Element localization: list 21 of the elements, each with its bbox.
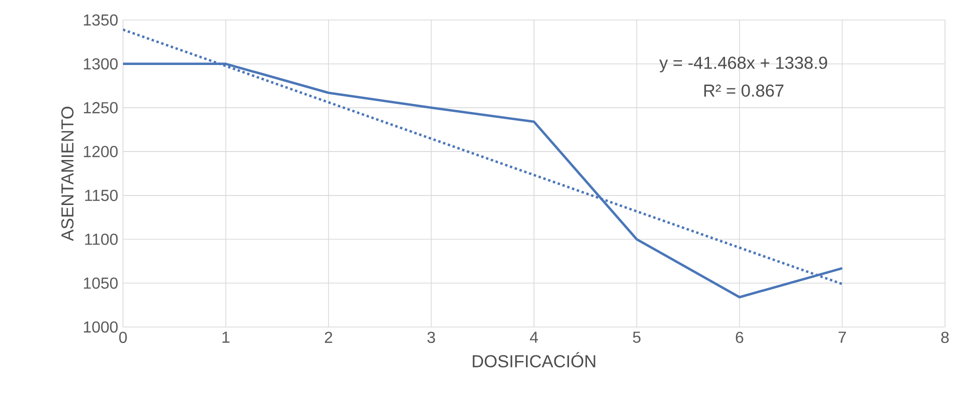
annotation: R² = 0.867 — [704, 84, 784, 97]
x-tick-label: 8 — [941, 332, 949, 344]
x-tick-label: 1 — [222, 332, 230, 343]
x-tick-label: 6 — [736, 332, 744, 344]
y-tick-label: 1150 — [85, 190, 118, 202]
x-tick-label: 0 — [119, 332, 127, 344]
annotation: y = -41.468x + 1338.9 — [659, 56, 828, 72]
y-axis-title: ASENTAMIENTO — [61, 106, 74, 242]
y-tick-label: 1350 — [84, 14, 118, 26]
y-tick-label: 1000 — [84, 321, 118, 333]
y-tick-label: 1300 — [84, 58, 118, 70]
x-tick-label: 7 — [838, 332, 846, 343]
x-tick-label: 5 — [632, 332, 641, 343]
y-tick-label: 1050 — [84, 277, 118, 289]
y-tick-label: 1200 — [84, 146, 118, 158]
y-tick-label: 1250 — [84, 102, 118, 114]
x-tick-label: 4 — [530, 332, 538, 343]
x-tick-label: 3 — [427, 332, 435, 344]
y-tick-label: 1100 — [85, 234, 118, 245]
x-axis-title: DOSIFICACIÓN — [472, 352, 596, 368]
x-tick-label: 2 — [324, 332, 332, 343]
